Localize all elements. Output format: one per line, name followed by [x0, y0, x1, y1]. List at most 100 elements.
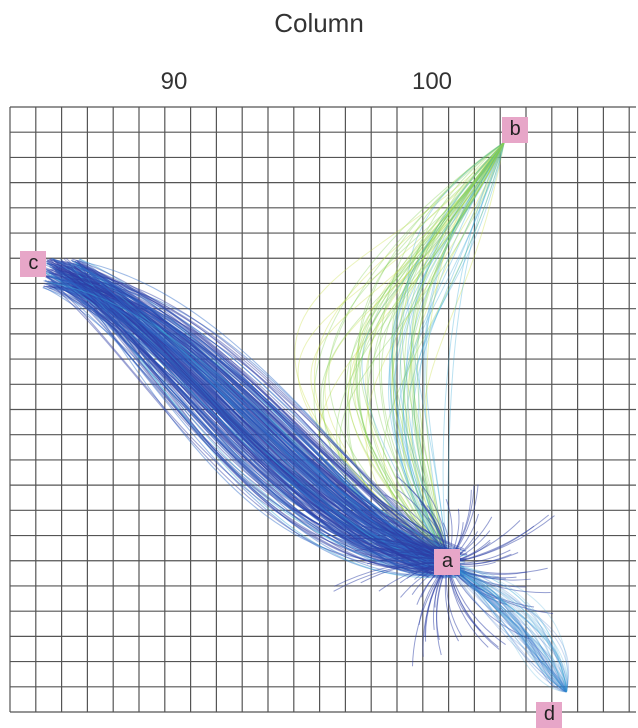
trajectory-line: [80, 286, 434, 576]
trajectory-line: [447, 562, 567, 693]
trajectory-line: [392, 141, 505, 564]
trajectory-line: [68, 265, 437, 560]
trajectory-line: [391, 141, 505, 564]
trajectory-line: [413, 141, 505, 564]
trajectory-line: [70, 259, 441, 570]
trajectory-line: [50, 274, 458, 569]
trajectory-line: [383, 142, 505, 564]
trajectory-line: [76, 284, 432, 562]
trajectory-line: [411, 142, 505, 564]
point-label-d: d: [536, 701, 563, 728]
trajectory-line: [75, 275, 447, 554]
trajectory-line: [53, 259, 445, 579]
trajectory-line: [50, 276, 446, 560]
trajectory-line: [45, 267, 428, 554]
trajectory-line: [62, 280, 430, 556]
trajectory-line: [391, 141, 505, 564]
trajectory-line: [372, 141, 505, 564]
trajectory-line: [447, 562, 568, 693]
trajectory-line: [61, 281, 432, 568]
trajectory-line: [47, 262, 442, 561]
trajectory-line: [447, 562, 567, 693]
trajectory-line: [447, 562, 567, 693]
trajectory-line: [68, 262, 453, 560]
trajectory-line: [71, 285, 463, 573]
trajectory-line: [75, 284, 430, 557]
trajectory-line: [447, 562, 567, 692]
trajectory-line: [421, 142, 505, 564]
trajectory-line: [356, 141, 505, 564]
trajectory-line: [391, 141, 505, 564]
trajectory-line: [58, 278, 461, 555]
trajectory-line: [447, 562, 567, 693]
trajectory-line: [80, 283, 436, 574]
trajectory-line: [447, 562, 567, 693]
trajectory-line: [401, 141, 505, 564]
trajectory-line: [48, 272, 448, 561]
trajectory-line: [410, 141, 505, 564]
trajectory-line: [447, 562, 567, 693]
trajectory-line: [447, 562, 567, 692]
grid: [9, 106, 636, 713]
trajectory-line: [54, 277, 439, 571]
trajectory-line: [447, 562, 567, 693]
trajectory-line: [80, 286, 434, 553]
trajectory-line: [74, 282, 444, 562]
trajectory-line: [348, 141, 505, 564]
trajectory-line: [447, 562, 567, 693]
trajectory-line: [76, 282, 458, 557]
trajectory-line: [43, 285, 466, 578]
trajectory-line: [425, 141, 505, 564]
trajectory-line: [50, 263, 461, 561]
trajectory-line: [54, 269, 440, 562]
trajectory-line: [77, 274, 436, 578]
trajectory-line: [442, 141, 505, 564]
trajectory-line: [71, 286, 435, 564]
trajectory-line: [54, 270, 436, 570]
trajectory-line: [50, 280, 438, 565]
trajectory-line: [447, 562, 567, 693]
trajectory-line: [80, 287, 436, 557]
trajectory-line: [65, 285, 456, 570]
trajectory-line: [447, 562, 567, 693]
trajectory-line: [447, 562, 567, 693]
trajectory-line: [54, 269, 430, 572]
trajectory-line: [52, 257, 428, 574]
trajectory-line: [74, 285, 449, 558]
trajectory-line: [79, 274, 440, 572]
trajectory-line: [77, 262, 447, 550]
trajectory-line: [42, 261, 451, 567]
trajectory-line: [65, 276, 429, 568]
trajectory-line: [367, 141, 505, 564]
trajectory-line: [75, 277, 463, 554]
trajectory-line: [47, 259, 436, 568]
trajectory-line: [71, 258, 453, 555]
trajectory-line: [65, 273, 444, 555]
trajectory-line: [50, 286, 453, 557]
trajectory-line: [320, 141, 505, 564]
trajectory-line: [353, 141, 505, 564]
trajectory-line: [50, 258, 455, 579]
trajectory-line: [58, 267, 440, 568]
trajectory-line: [447, 562, 567, 693]
trajectory-line: [64, 260, 467, 561]
trajectory-line: [447, 562, 569, 693]
trajectory-line: [447, 562, 567, 693]
trajectory-line: [81, 283, 450, 578]
trajectory-line: [45, 276, 429, 572]
trajectory-line: [80, 284, 431, 568]
trajectory-line: [60, 271, 448, 551]
trajectory-line: [81, 277, 460, 564]
trajectory-line: [66, 274, 451, 559]
trajectory-line: [73, 266, 447, 558]
trajectory-line: [447, 562, 568, 693]
trajectory-line: [50, 258, 443, 559]
trajectory-line: [54, 273, 435, 571]
trajectory-line: [392, 141, 505, 564]
trajectory-line: [447, 562, 567, 693]
trajectory-line: [71, 268, 454, 564]
trajectory-line: [69, 278, 457, 576]
trajectory-line: [78, 281, 429, 578]
trajectory-line: [66, 285, 438, 577]
